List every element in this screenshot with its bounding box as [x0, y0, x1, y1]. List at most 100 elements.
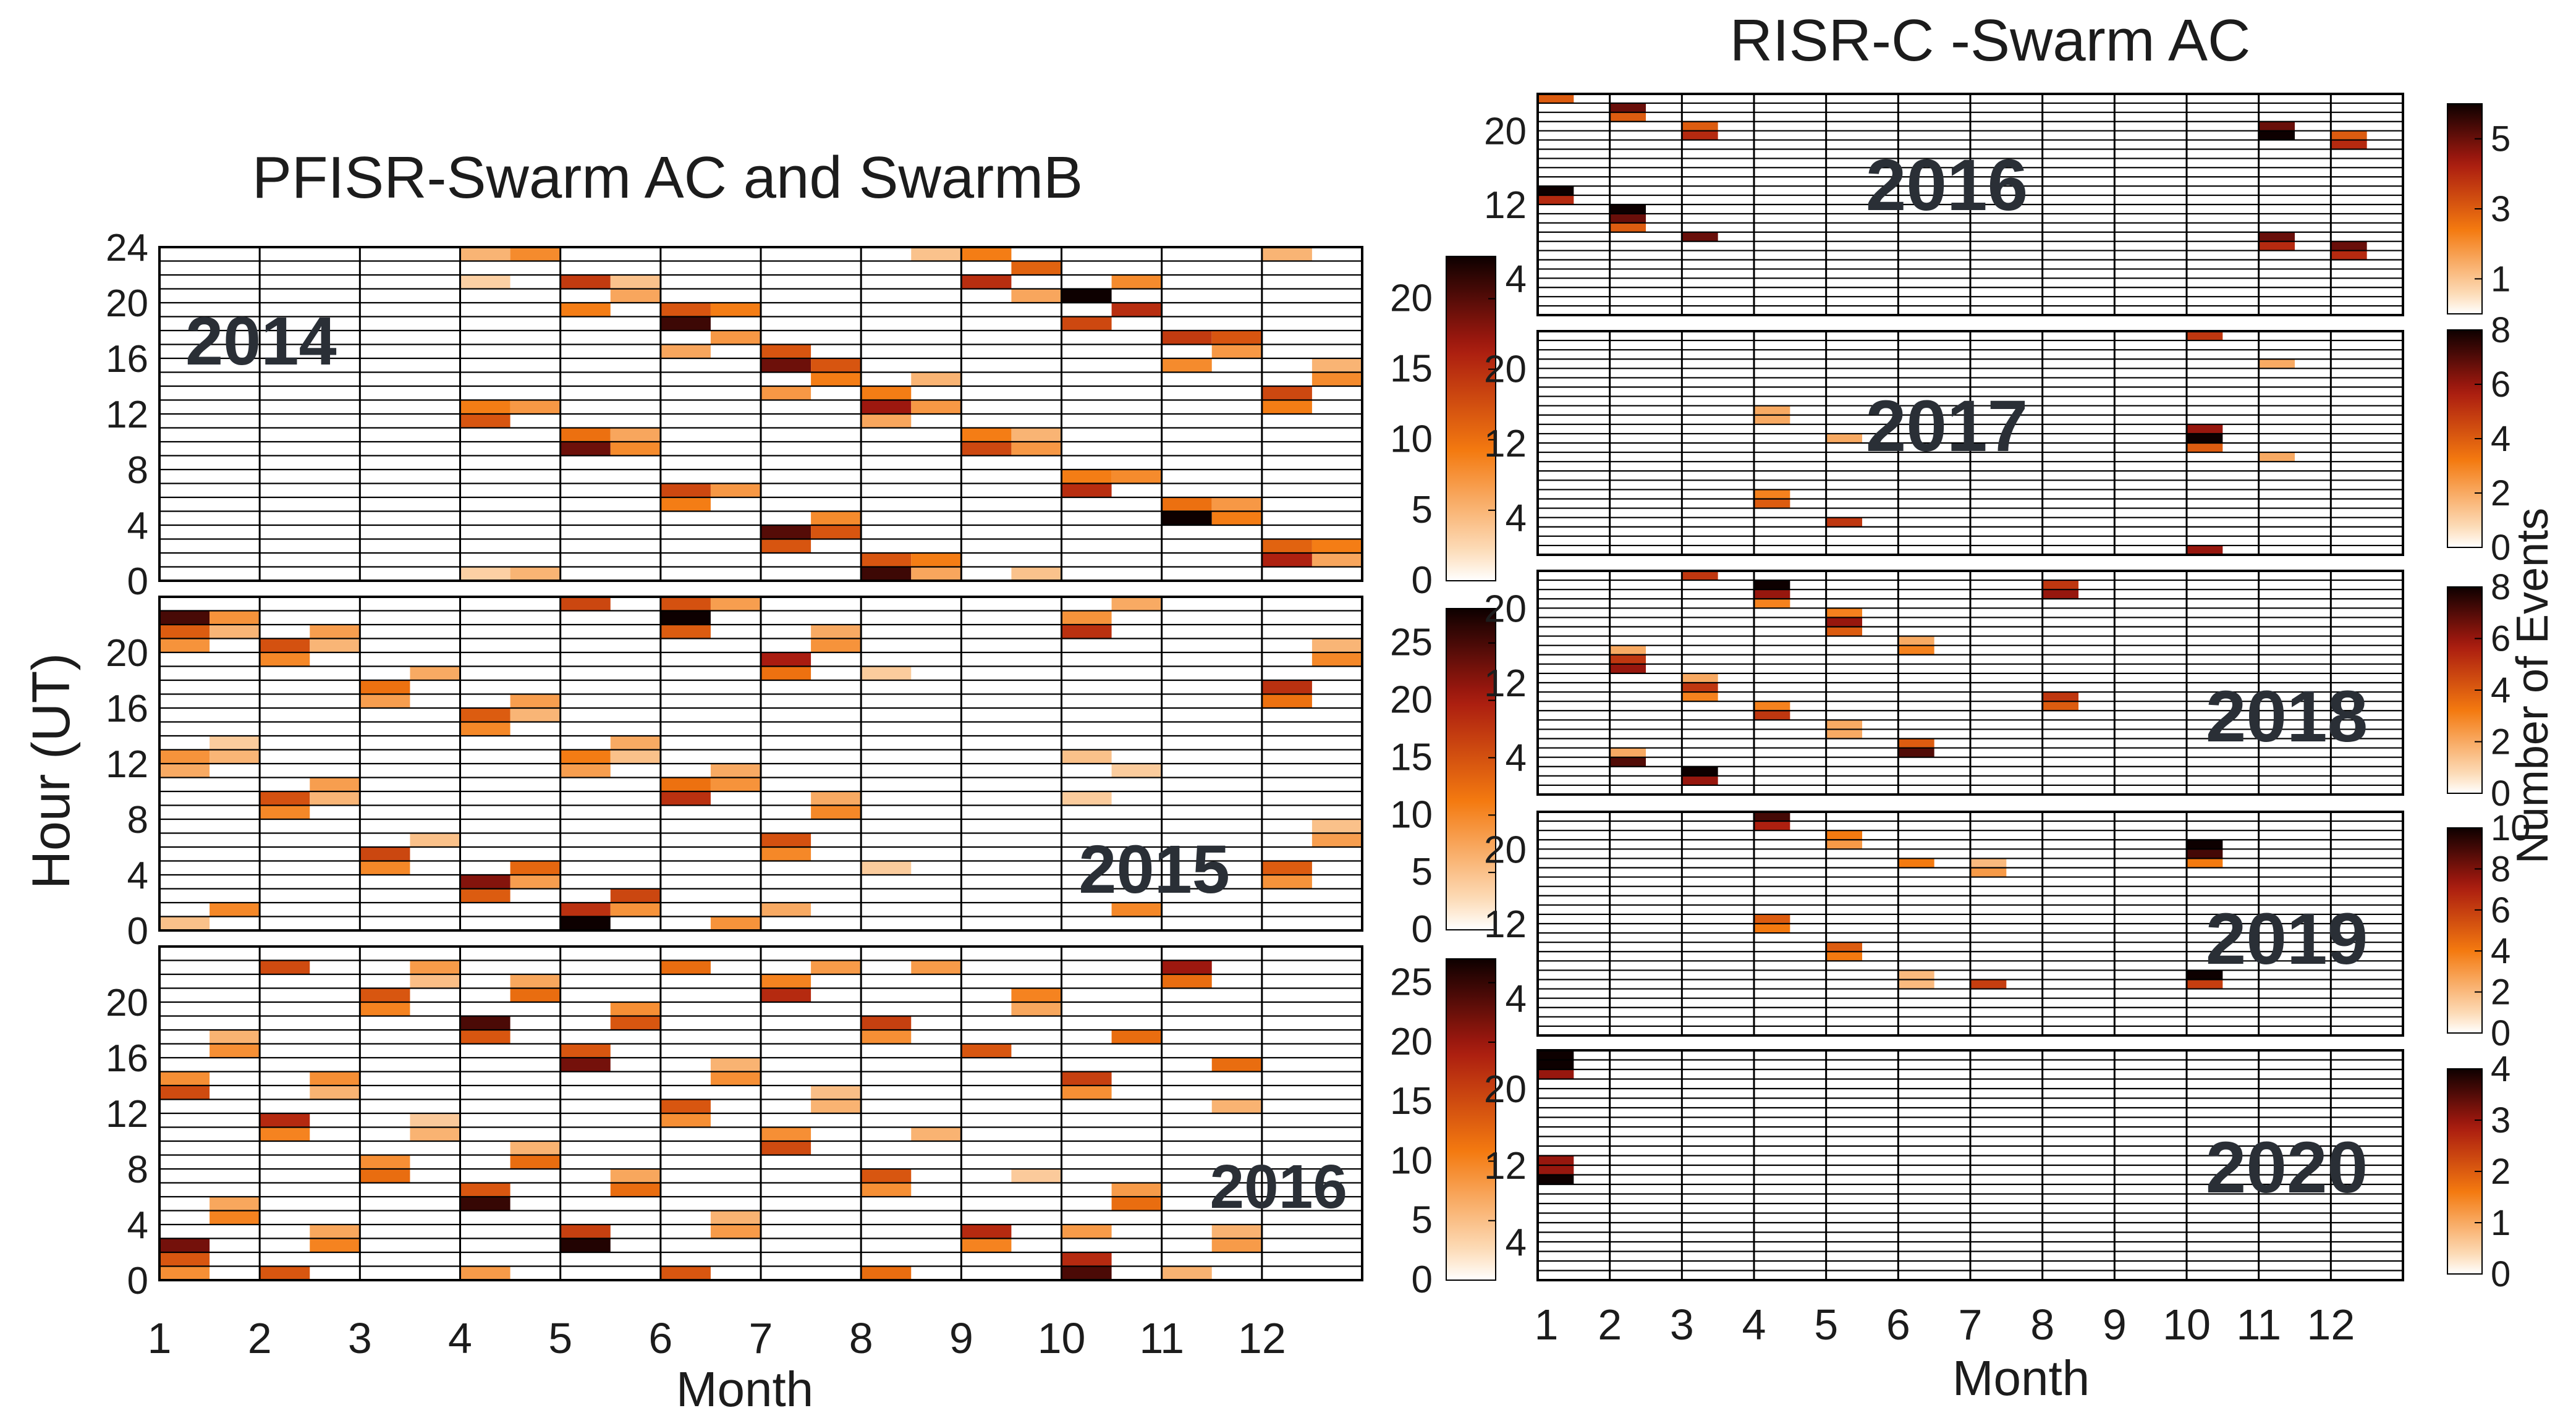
- heatmap-cell: [1609, 222, 1646, 232]
- heatmap-cell: [1311, 372, 1362, 386]
- y-tick-label: 20: [106, 632, 148, 675]
- heatmap-cell: [660, 610, 711, 625]
- heatmap-cell: [1261, 386, 1312, 400]
- heatmap-panels: 0481216202420140510152004812162020150510…: [106, 93, 2531, 1362]
- y-tick-label: 8: [127, 799, 148, 841]
- month-tick-label-left: 5: [548, 1314, 572, 1362]
- y-tick-label: 20: [1484, 588, 1527, 630]
- heatmap-cell: [660, 303, 711, 317]
- heatmap-cell: [861, 1016, 912, 1030]
- heatmap-cell: [460, 1183, 511, 1197]
- heatmap-cell: [410, 666, 460, 680]
- heatmap-cell: [1898, 748, 1934, 757]
- heatmap-cell: [1754, 405, 1790, 415]
- heatmap-cell: [911, 247, 962, 261]
- year-label: 2015: [1078, 832, 1230, 908]
- heatmap-cell: [1311, 539, 1362, 553]
- heatmap-cell: [460, 1030, 511, 1044]
- heatmap-cell: [861, 1030, 912, 1044]
- colorbar-tick-label: 1: [2491, 259, 2510, 299]
- heatmap-cell: [811, 525, 862, 539]
- heatmap-cell: [560, 916, 611, 930]
- heatmap-cell: [1061, 1266, 1112, 1280]
- y-tick-label: 0: [127, 560, 148, 603]
- heatmap-cell: [961, 1238, 1012, 1252]
- heatmap-cell: [410, 974, 460, 989]
- heatmap-cell: [1211, 331, 1262, 345]
- heatmap-cell: [1754, 710, 1790, 720]
- y-tick-label: 12: [1484, 903, 1527, 946]
- heatmap-cell: [1011, 442, 1062, 456]
- panel-frame: [158, 596, 1363, 932]
- heatmap-cell: [1826, 608, 1862, 618]
- heatmap-cell: [2042, 701, 2078, 711]
- heatmap-cell: [1538, 1165, 1574, 1175]
- heatmap-cell: [210, 903, 260, 917]
- panel-frame: [158, 246, 1363, 582]
- heatmap-cell: [1826, 517, 1862, 527]
- month-tick-label-right: 8: [2030, 1301, 2054, 1349]
- colorbar-tick-label: 15: [1390, 348, 1433, 390]
- heatmap-cell: [510, 1141, 561, 1155]
- heatmap-cell: [510, 1155, 561, 1169]
- heatmap-cell: [1754, 499, 1790, 508]
- heatmap-cell: [1609, 112, 1646, 122]
- colorbar-tick-label: 0: [2491, 528, 2510, 568]
- colorbar-tick-label: 8: [2491, 310, 2510, 350]
- heatmap-cell: [1682, 683, 1718, 693]
- y-tick-label: 4: [1506, 978, 1527, 1021]
- colorbar-tick-label: 4: [2491, 1049, 2510, 1089]
- month-tick-label-left: 10: [1038, 1314, 1086, 1362]
- y-tick-label: 4: [127, 854, 148, 897]
- y-tick-label: 4: [127, 1204, 148, 1247]
- heatmap-cell: [1061, 289, 1112, 303]
- heatmap-cell: [660, 777, 711, 791]
- heatmap-cell: [911, 567, 962, 581]
- heatmap-cell: [2187, 424, 2223, 434]
- y-tick-label: 4: [127, 505, 148, 547]
- heatmap-cell: [1311, 833, 1362, 847]
- heatmap-cell: [761, 847, 811, 861]
- month-tick-label-left: 7: [749, 1314, 773, 1362]
- heatmap-cell: [710, 916, 761, 930]
- heatmap-cell: [2187, 840, 2223, 850]
- heatmap-cell: [159, 1238, 210, 1252]
- colorbar-tick-label: 5: [2491, 119, 2510, 159]
- heatmap-cell: [1682, 130, 1718, 140]
- heatmap-cell: [260, 805, 310, 819]
- colorbar-tick-label: 6: [2491, 890, 2510, 930]
- heatmap-cell: [1826, 951, 1862, 961]
- heatmap-cell: [1826, 830, 1862, 840]
- heatmap-cell: [1826, 729, 1862, 739]
- y-tick-label: 20: [1484, 111, 1527, 153]
- heatmap-cell: [510, 247, 561, 261]
- heatmap-cell: [761, 974, 811, 989]
- colorbar: [1446, 256, 1496, 581]
- heatmap-cell: [761, 666, 811, 680]
- heatmap-cell: [1061, 483, 1112, 497]
- heatmap-cell: [911, 372, 962, 386]
- panel-frame: [1536, 1049, 2404, 1281]
- colorbar-tick-label: 0: [1412, 1259, 1433, 1301]
- year-label: 2017: [1866, 386, 2028, 467]
- heatmap-cell: [460, 400, 511, 414]
- heatmap-cell: [811, 960, 862, 974]
- heatmap-cell: [310, 625, 360, 639]
- heatmap-cell: [1311, 652, 1362, 667]
- heatmap-cell: [1161, 358, 1212, 373]
- heatmap-cell: [460, 275, 511, 289]
- month-tick-label-left: 6: [648, 1314, 672, 1362]
- heatmap-cell: [410, 960, 460, 974]
- heatmap-cell: [2331, 130, 2367, 140]
- y-tick-label: 4: [1506, 1221, 1527, 1264]
- heatmap-cell: [861, 567, 912, 581]
- heatmap-cell: [660, 316, 711, 331]
- heatmap-cell: [710, 1058, 761, 1072]
- heatmap-cell: [1538, 195, 1574, 205]
- heatmap-cell: [460, 875, 511, 889]
- heatmap-cell: [911, 1127, 962, 1141]
- heatmap-cell: [1011, 428, 1062, 442]
- heatmap-cell: [710, 777, 761, 791]
